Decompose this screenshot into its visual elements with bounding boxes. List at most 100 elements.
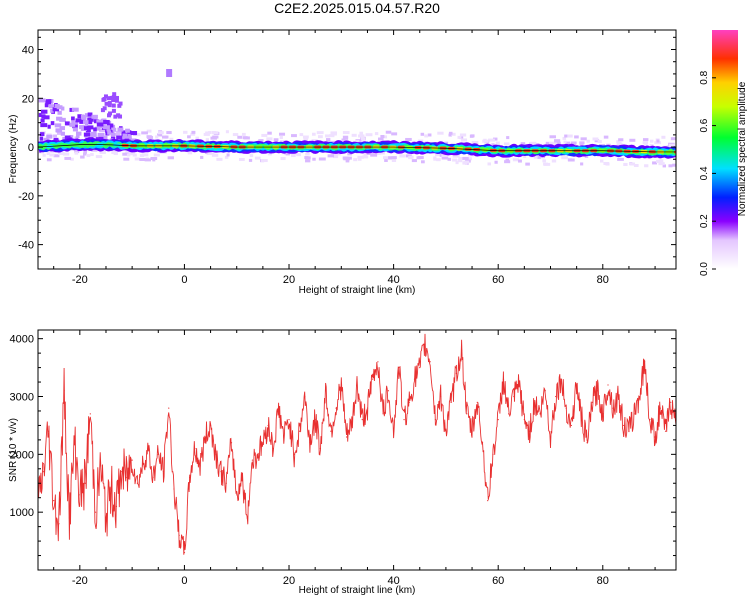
x-tick-label: 60 [492,575,504,587]
heatmap-cell [46,134,53,139]
heatmap-cell [554,141,561,145]
heatmap-cell [93,127,97,132]
heatmap-cell [44,103,49,108]
snr-data-point [361,419,363,421]
colorbar-tick-label: 0.6 [699,118,710,132]
x-tick-label: 20 [283,274,295,286]
heatmap-cell [40,118,45,123]
heatmap-cell [103,125,110,130]
snr-data-point [492,453,494,455]
heatmap-cell [80,114,87,119]
heatmap-cell [279,132,286,136]
heatmap-cell [623,162,628,166]
heatmap-cell [304,156,309,160]
y-tick-label: 1000 [10,507,34,519]
snr-data-point [466,413,468,415]
heatmap-cell [303,138,309,142]
heatmap-cell [113,114,118,119]
snr-data-point [126,476,128,479]
heatmap-cell [126,134,132,139]
heatmap-cell [111,103,116,108]
heatmap-cell [42,153,46,157]
heatmap-cell [656,139,660,143]
heatmap-cell [342,156,349,160]
colorbar-tick-label: 0.8 [699,70,710,84]
heatmap-cell [629,162,636,166]
snr-data-point [591,401,593,403]
heatmap-cell [241,132,246,136]
snr-data-point [241,476,243,479]
snr-data-point [424,343,426,346]
heatmap-cell [237,135,243,139]
heatmap-cell [525,162,530,166]
heatmap-cell [494,160,498,164]
snr-data-point [230,442,233,444]
snr-data-point [544,390,546,392]
heatmap-cell [421,160,425,164]
snr-data-point [476,401,478,403]
heatmap-cell [549,141,554,145]
snr-data-point [649,419,651,421]
heatmap-cell [107,103,112,108]
heatmap-cell [75,131,82,136]
heatmap-cell [75,118,82,123]
heatmap-cell [267,152,272,156]
heatmap-cell [649,143,654,147]
heatmap-cell [441,156,449,160]
heatmap-cell [69,122,76,127]
heatmap-cell [579,143,584,147]
spectrogram-heatmap [38,69,676,168]
heatmap-cell [652,161,657,165]
heatmap-cell [365,133,373,137]
heatmap-cell [533,155,538,159]
heatmap-cell [90,153,94,157]
heatmap-cell [341,138,346,142]
heatmap-cell [212,131,219,135]
heatmap-cell [333,155,339,159]
heatmap-cell [672,163,676,167]
heatmap-cell [100,108,105,113]
heatmap-cell [125,150,132,154]
heatmap-cell [599,159,604,163]
heatmap-cell [357,157,362,161]
colorbar: 0.0 0.2 0.4 0.6 0.8 Normalized spectral ampl… [699,30,748,276]
heatmap-cell [656,159,662,163]
heatmap-cell [554,139,561,143]
heatmap-cell [331,132,337,136]
heatmap-cell [530,141,537,145]
y-tick-label: 40 [22,45,34,57]
snr-data-point [555,395,557,398]
snr-data-point [617,395,620,398]
heatmap-cell [103,94,108,99]
heatmap-cell [126,153,131,157]
heatmap-cell [670,137,676,141]
heatmap-cell [95,155,103,159]
heatmap-cell [169,137,174,141]
heatmap-cell [106,96,111,101]
heatmap-cell [110,132,116,137]
heatmap-cell [87,112,93,117]
heatmap-cell [64,121,70,126]
snr-data-point [58,523,60,525]
snr-data-point [136,482,138,484]
heatmap-cell [74,151,79,155]
heatmap-cell [114,98,119,103]
heatmap-cell [123,157,130,161]
heatmap-cell [296,153,301,157]
heatmap-cell [116,135,123,140]
snr-data-point [408,401,410,403]
heatmap-cell [121,130,127,135]
heatmap-cell [41,114,46,119]
heatmap-cell [463,160,470,164]
heatmap-cell [232,133,239,137]
snr-data-point [633,413,635,415]
snr-data-point [121,471,123,473]
y-tick-label: 20 [22,93,34,105]
snr-data-point [157,453,159,455]
heatmap-cell [408,156,413,160]
heatmap-cell [565,141,571,145]
heatmap-cell [418,156,424,160]
heatmap-cell [111,97,116,102]
heatmap-cell [56,128,62,133]
snr-data-point [664,430,667,432]
